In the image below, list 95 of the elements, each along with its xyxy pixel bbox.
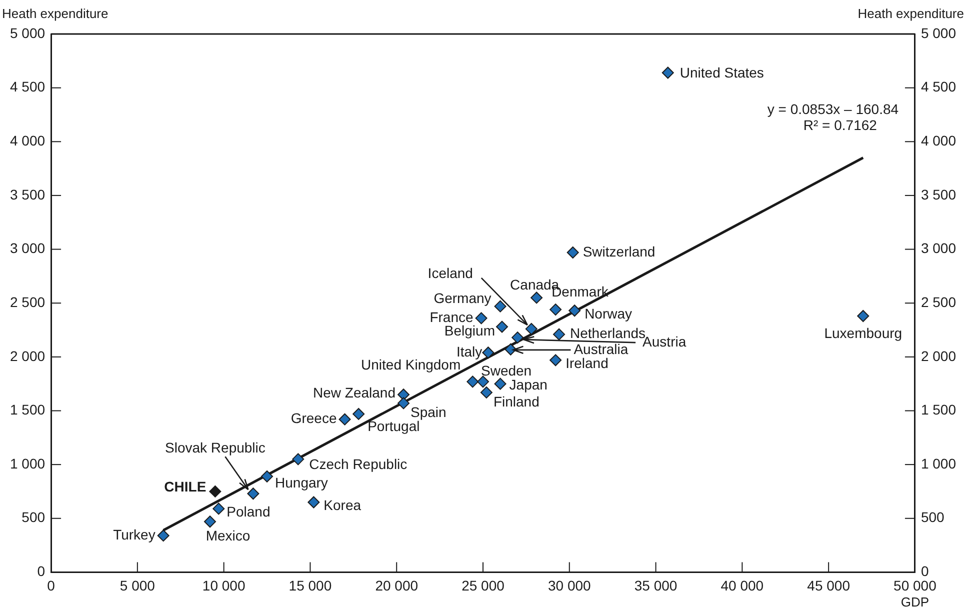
point [352,408,365,420]
x-tick-label: 25 000 [462,577,505,594]
annotation: Italy [456,343,482,360]
point [525,322,538,335]
y-axis-title: Heath expenditure [2,6,108,21]
annotation: Belgium [444,322,496,339]
y2-tick-label: 4 500 [920,78,956,95]
annotation: Turkey [113,526,156,542]
point [550,354,562,366]
point [480,386,492,398]
y-tick-label: 500 [22,509,46,526]
annotation: Poland [226,504,270,520]
point [247,488,260,500]
annotation: Japan [509,376,548,393]
y-tick-label: 5 000 [10,24,46,41]
point [261,470,274,482]
y-tick-label: 3 500 [10,186,46,202]
point [204,516,216,528]
y-tick-label: 2 000 [10,348,46,364]
point [482,346,494,359]
annotation: R² = 0.7162 [803,116,878,133]
point [568,304,581,317]
x-tick-label: 30 000 [548,577,592,594]
y2-tick-label: 5 000 [920,24,956,41]
annotation: United Kingdom [361,356,461,373]
point [512,332,524,344]
y-tick-label: 4 000 [10,132,46,148]
x-tick-label: 40 000 [720,577,764,594]
y2-tick-label: 2 000 [920,348,956,364]
x-axis-title: GDP [900,594,930,610]
y2-tick-label: 1 000 [920,455,956,472]
y2-tick-label: 4 000 [920,132,956,148]
annotation: Switzerland [582,243,656,260]
annotation: y = 0.0853x – 160.84 [767,101,899,118]
point [209,485,222,498]
annotation: Iceland [428,264,473,281]
y2-tick-label: 1 500 [920,402,956,418]
point [550,304,562,316]
y2-tick-label: 2 500 [920,294,956,310]
point [398,397,410,410]
x-tick-label: 10 000 [202,577,246,594]
annotation: Luxembourg [824,324,902,341]
y-tick-label: 2 500 [10,294,46,310]
point [494,378,506,390]
point [494,300,506,312]
annotation: Spain [410,404,446,420]
annotation: CHILE [164,478,206,494]
x-tick-label: 15 000 [288,577,332,594]
annotation: Portugal [368,418,420,434]
point [292,453,304,466]
annotation: Ireland [566,355,608,372]
x-tick-label: 5 000 [120,577,156,594]
annotation: Czech Republic [309,456,408,472]
point [308,496,320,508]
annotation: Hungary [275,474,328,490]
y2-axis-title: Heath expenditure [858,6,964,21]
y-tick-label: 1 500 [10,402,46,418]
point [553,328,566,340]
annotation: Germany [434,290,492,306]
annotation: New Zealand [313,384,396,400]
y-tick-label: 1 000 [10,455,46,472]
point [662,66,674,79]
y-tick-label: 3 000 [10,240,46,256]
point [530,292,543,304]
x-tick-label: 45 000 [807,577,850,594]
point [466,376,479,388]
y2-tick-label: 0 [920,563,929,580]
y2-tick-label: 3 000 [920,240,956,256]
annotation: Mexico [206,527,250,544]
annotation: United States [680,64,764,81]
point [338,413,351,426]
x-tick-label: 20 000 [375,577,418,594]
annotation: Finland [493,393,540,410]
x-tick-label: 35 000 [634,577,678,594]
point [157,530,170,542]
point [496,320,508,333]
annotation: Sweden [481,362,532,379]
point [475,312,488,324]
annotation: France [430,309,474,326]
point [212,502,225,515]
annotation: Australia [574,340,628,357]
y2-tick-label: 500 [920,509,945,526]
annotation: Greece [290,410,337,426]
x-tick-label: 0 [47,577,56,594]
x-tick-label: 50 000 [894,577,937,594]
y-tick-label: 4 500 [10,78,46,95]
annotation: Norway [584,305,632,322]
y2-tick-label: 3 500 [920,186,956,202]
annotation: Netherlands [570,325,646,342]
point [857,310,870,322]
annotation: Slovak Republic [165,439,266,456]
annotation: Korea [324,497,362,514]
point [566,246,579,259]
point [477,376,489,388]
y-tick-label: 0 [37,563,46,580]
